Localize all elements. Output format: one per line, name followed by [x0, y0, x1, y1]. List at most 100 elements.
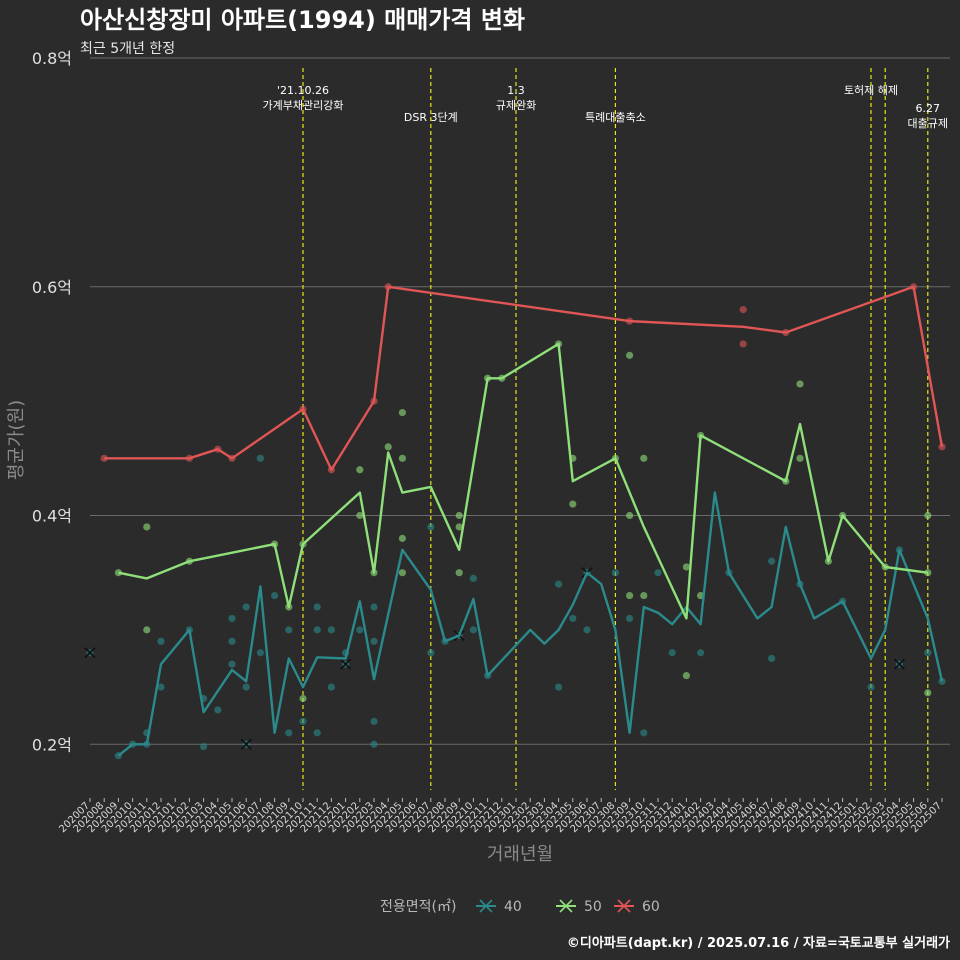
data-point-50 [924, 689, 932, 697]
data-point-40 [668, 649, 676, 657]
data-point-40 [256, 454, 264, 462]
event-label: '21.10.26 [277, 84, 329, 97]
data-point-50 [356, 511, 364, 520]
event-label: 6.27 [916, 102, 941, 115]
data-point-40 [228, 637, 236, 645]
data-point-50 [682, 672, 691, 680]
data-point-40 [697, 649, 705, 657]
series-line-50 [118, 342, 928, 620]
data-point-40 [555, 580, 563, 588]
data-point-40 [555, 683, 563, 691]
data-point-50 [356, 466, 364, 474]
data-point-40 [327, 683, 335, 691]
legend-label-40: 40 [504, 899, 522, 915]
legend: 전용면적(㎡) 40 50 60 [380, 899, 660, 915]
data-point-40 [242, 683, 250, 691]
chart-subtitle: 최근 5개년 한정 [80, 41, 175, 57]
data-point-50 [682, 563, 691, 571]
event-label: 대출규제 [908, 117, 948, 130]
data-point-40 [924, 649, 932, 657]
data-point-40 [427, 523, 435, 531]
data-point-40 [228, 660, 236, 668]
data-point-40 [313, 603, 321, 611]
cross-marker-40 [893, 658, 905, 670]
data-point-50 [569, 500, 577, 508]
data-point-40 [469, 574, 477, 583]
data-point-40 [313, 626, 321, 634]
data-point-40 [867, 683, 875, 691]
data-point-40 [583, 626, 591, 634]
data-point-50 [398, 454, 406, 462]
cross-marker-40 [240, 738, 252, 750]
data-point-40 [370, 603, 378, 611]
data-point-50 [384, 443, 392, 451]
data-point-40 [768, 654, 776, 663]
data-point-40 [200, 742, 208, 751]
data-point-40 [768, 557, 776, 565]
y-tick-label: 0.2억 [32, 735, 72, 754]
legend-key-cross-50 [559, 899, 573, 913]
legend-title: 전용면적(㎡) [380, 899, 456, 915]
series-line-60 [104, 285, 944, 471]
data-point-40 [214, 706, 222, 714]
event-label: 1.3 [507, 84, 525, 97]
data-point-40 [427, 649, 435, 657]
data-point-40 [469, 626, 477, 634]
data-point-40 [157, 683, 165, 691]
x-axis-title: 거래년월 [487, 844, 553, 865]
event-label: 특례대출축소 [585, 111, 646, 124]
data-point-50 [626, 511, 634, 520]
data-point-40 [271, 591, 279, 600]
legend-key-cross-60 [617, 899, 631, 913]
data-point-40 [256, 649, 264, 657]
data-point-40 [640, 729, 648, 737]
data-point-40 [569, 614, 577, 623]
data-point-40 [370, 717, 378, 725]
y-tick-label: 0.8억 [32, 49, 72, 68]
data-point-50 [626, 591, 634, 600]
data-point-40 [299, 717, 307, 725]
data-point-40 [242, 603, 250, 611]
data-point-60 [739, 340, 747, 348]
data-point-40 [370, 637, 378, 645]
data-point-40 [611, 569, 620, 577]
data-point-40 [356, 626, 364, 634]
y-tick-label: 0.6억 [32, 278, 72, 297]
data-point-50 [455, 511, 463, 520]
y-axis: 0.2억 0.4억 0.6억 0.8억 [32, 49, 72, 754]
data-point-40 [938, 677, 946, 685]
data-point-50 [796, 380, 804, 388]
series-lines [104, 285, 944, 757]
data-point-40 [370, 740, 378, 748]
cross-marker-40 [84, 647, 96, 659]
x-axis: 2020072020082020092020102020112020122021… [57, 798, 944, 835]
data-point-50 [398, 408, 406, 417]
data-point-40 [313, 729, 321, 737]
event-label: 가계부채관리강화 [263, 99, 344, 112]
data-point-60 [739, 306, 747, 314]
data-point-40 [228, 614, 236, 623]
data-point-50 [924, 511, 932, 520]
data-point-50 [640, 454, 648, 462]
legend-label-60: 60 [642, 899, 660, 915]
cross-marker-40 [340, 658, 352, 670]
data-point-40 [327, 626, 335, 634]
data-point-50 [796, 454, 804, 462]
data-point-50 [455, 569, 463, 577]
legend-key-cross-40 [479, 899, 493, 913]
legend-label-50: 50 [584, 899, 602, 915]
series-line-40 [117, 491, 944, 757]
y-axis-title: 평균가(원) [6, 400, 27, 480]
data-point-50 [626, 351, 634, 359]
data-point-50 [398, 534, 406, 542]
data-point-40 [654, 569, 662, 577]
chart-title: 아산신창장미 아파트(1994) 매매가격 변화 [80, 6, 525, 34]
event-label: 토허제 해제 [844, 83, 898, 97]
data-point-50 [143, 626, 151, 634]
data-point-50 [640, 591, 648, 600]
data-point-50 [455, 523, 463, 531]
source-caption: ©디아파트(dapt.kr) / 2025.07.16 / 자료=국토교통부 실… [567, 935, 950, 951]
data-point-50 [299, 694, 307, 703]
